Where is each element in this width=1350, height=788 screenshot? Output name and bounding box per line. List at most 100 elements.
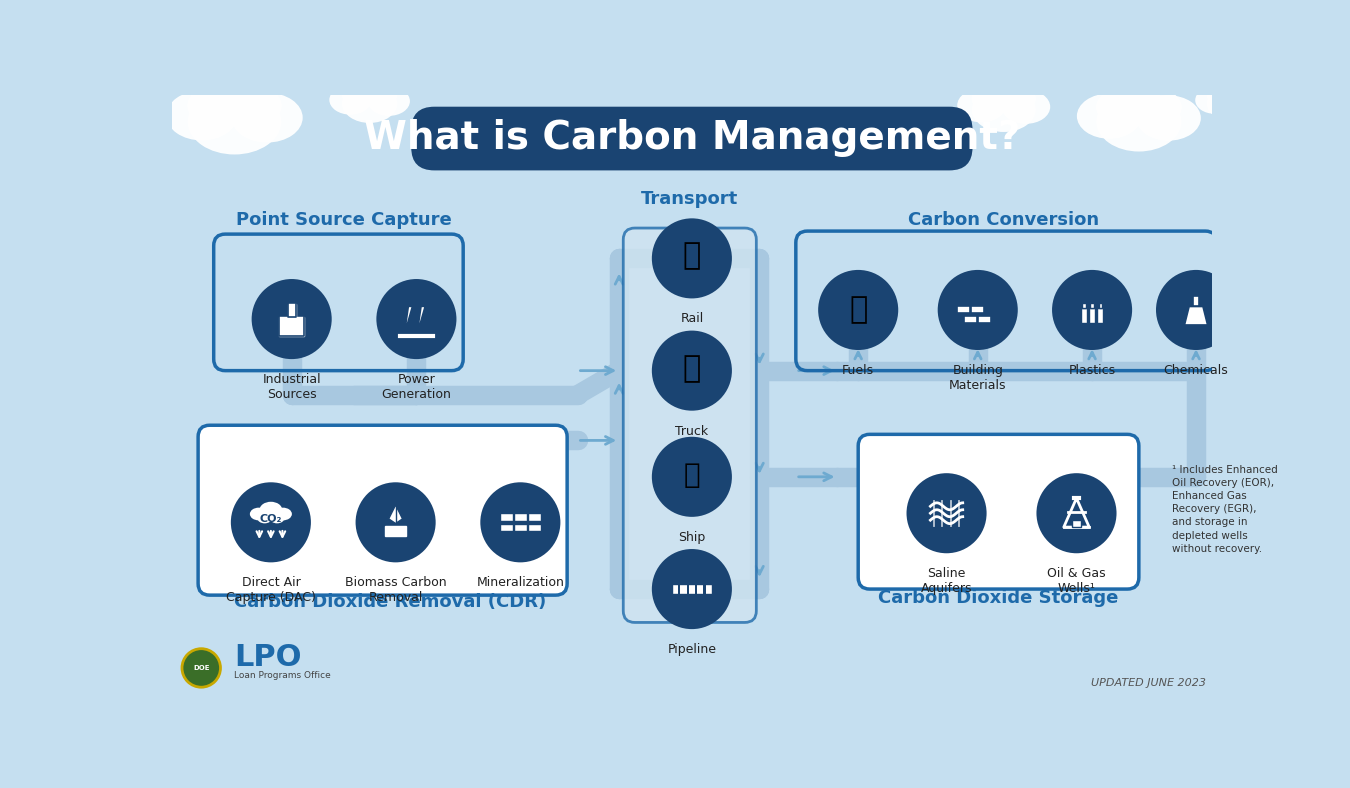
Polygon shape [389,505,402,523]
Ellipse shape [972,87,1035,132]
Ellipse shape [1114,87,1164,122]
Ellipse shape [232,93,302,143]
Text: UPDATED JUNE 2023: UPDATED JUNE 2023 [1091,678,1207,688]
Ellipse shape [251,279,332,359]
Bar [703,582,706,596]
Text: Point Source Capture: Point Source Capture [236,211,451,229]
Bar [288,304,296,317]
Text: ¹ Includes Enhanced
Oil Recovery (EOR),
Enhanced Gas
Recovery (EGR),
and storage: ¹ Includes Enhanced Oil Recovery (EOR), … [1172,465,1278,554]
Text: Biomass Carbon
Removal: Biomass Carbon Removal [344,576,447,604]
Ellipse shape [957,88,1006,122]
Ellipse shape [1156,270,1237,350]
Text: Saline
Aquifers: Saline Aquifers [921,567,972,595]
Text: Pipeline: Pipeline [667,643,717,656]
Text: Plastics: Plastics [1068,364,1115,377]
Text: ⛽: ⛽ [849,296,867,325]
Ellipse shape [258,513,271,523]
Bar [672,584,711,594]
Bar [964,316,976,322]
Polygon shape [417,307,425,335]
Bar [1089,307,1095,322]
Ellipse shape [182,649,220,687]
Text: Chemicals: Chemicals [1164,364,1228,377]
Ellipse shape [1096,87,1152,127]
Ellipse shape [652,437,732,517]
Ellipse shape [1207,86,1258,121]
Ellipse shape [1037,473,1116,553]
Ellipse shape [986,84,1022,110]
Bar [957,307,969,314]
Ellipse shape [208,84,262,122]
Ellipse shape [354,81,386,103]
Ellipse shape [1195,87,1234,113]
Text: Power
Generation: Power Generation [382,373,451,401]
Ellipse shape [818,270,898,350]
Ellipse shape [270,513,285,523]
Ellipse shape [1077,94,1142,139]
Ellipse shape [188,89,281,154]
Ellipse shape [972,84,1014,113]
Ellipse shape [231,482,310,563]
FancyBboxPatch shape [859,434,1139,589]
Ellipse shape [329,85,371,114]
Polygon shape [404,307,413,335]
Bar [514,524,526,531]
Text: Truck: Truck [675,425,709,437]
Text: Transport: Transport [641,190,738,208]
FancyBboxPatch shape [412,106,972,170]
Ellipse shape [1137,95,1202,140]
Ellipse shape [1218,83,1247,103]
Bar [979,316,991,322]
Bar [687,582,688,596]
Bar [1081,307,1087,322]
Text: Fuels: Fuels [842,364,875,377]
Ellipse shape [369,87,410,116]
Bar [528,524,540,531]
Ellipse shape [259,502,282,518]
Bar [385,526,406,536]
Ellipse shape [481,482,560,563]
Ellipse shape [274,507,292,520]
Bar [1098,307,1103,322]
Bar [1091,303,1094,307]
Text: Building
Materials: Building Materials [949,364,1007,392]
Ellipse shape [994,84,1035,113]
Text: Rail: Rail [680,312,703,325]
Ellipse shape [166,91,238,140]
Bar [695,582,697,596]
Ellipse shape [362,81,397,106]
Bar [972,307,984,314]
Bar [528,514,540,521]
Polygon shape [1192,296,1200,307]
Text: 🚢: 🚢 [683,460,701,489]
Bar [1072,520,1080,527]
Text: Loan Programs Office: Loan Programs Office [235,671,331,680]
Ellipse shape [1002,90,1050,124]
Text: Industrial
Sources: Industrial Sources [262,373,321,401]
Ellipse shape [652,331,732,411]
Ellipse shape [342,81,378,106]
Ellipse shape [652,549,732,629]
Ellipse shape [188,84,248,127]
Ellipse shape [652,218,732,299]
Ellipse shape [1126,87,1181,127]
Bar [500,514,513,521]
Ellipse shape [1231,87,1269,115]
Bar [279,317,304,336]
Ellipse shape [938,270,1018,350]
Ellipse shape [1224,84,1258,106]
FancyBboxPatch shape [624,228,756,623]
Text: Oil & Gas
Wells¹: Oil & Gas Wells¹ [1048,567,1106,595]
Ellipse shape [250,507,267,520]
Text: 🚛: 🚛 [683,354,701,383]
Text: DOE: DOE [193,665,209,671]
Ellipse shape [1096,92,1181,151]
Ellipse shape [342,84,397,123]
Bar [514,514,526,521]
Polygon shape [1184,307,1208,325]
Ellipse shape [906,473,987,553]
Ellipse shape [355,482,436,563]
Text: Mineralization: Mineralization [477,576,564,589]
Text: Direct Air
Capture (DAC): Direct Air Capture (DAC) [225,576,316,604]
Bar [500,524,513,531]
